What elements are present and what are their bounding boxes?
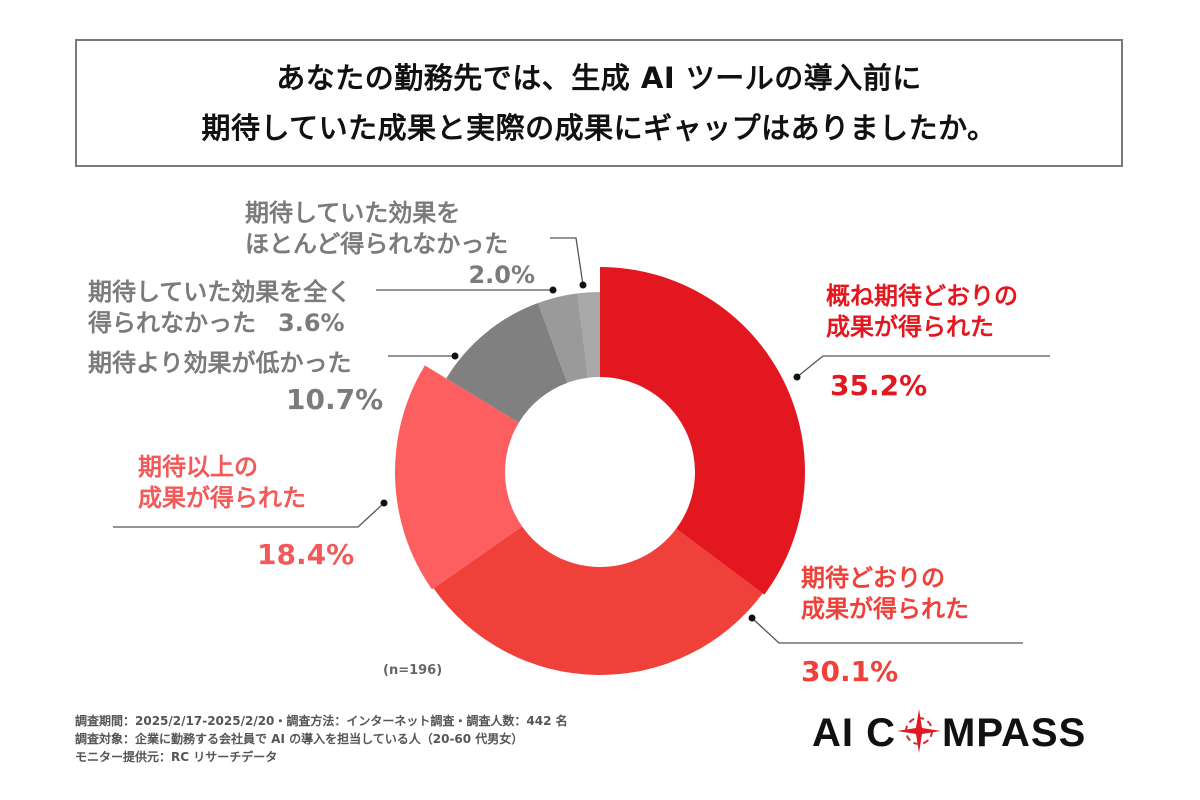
- label-s2-line2: 成果が得られた: [801, 595, 969, 623]
- pct-s3: 18.4%: [257, 538, 355, 571]
- title-line-2: 期待していた成果と実際の成果にギャップはありましたか。: [201, 111, 997, 145]
- label-s3-line1: 期待以上の: [138, 453, 258, 481]
- sample-size-note: (n=196): [383, 663, 443, 678]
- label-s6-line1: 期待していた効果を: [245, 199, 461, 227]
- donut-slice-6: [577, 292, 600, 378]
- donut-slice-2: [433, 526, 763, 675]
- donut-slices: [394, 267, 805, 675]
- leader-lines: [113, 237, 1050, 644]
- label-s5-line2: 得られなかった: [88, 309, 256, 337]
- footer-line-3: モニター提供元：RC リサーチデータ: [75, 750, 278, 764]
- logo-text-left: AI C: [812, 710, 896, 755]
- title-box: あなたの勤務先では、生成 AI ツールの導入前に 期待していた成果と実際の成果に…: [75, 39, 1123, 167]
- pct-s4: 10.7%: [286, 383, 384, 416]
- leader-dots: [380, 281, 801, 622]
- leader-line-s6: [550, 237, 584, 286]
- label-s5: 期待していた効果を全く 得られなかった 3.6%: [88, 277, 351, 339]
- leader-line-s2: [751, 617, 1023, 644]
- label-s2: 期待どおりの 成果が得られた: [801, 563, 969, 625]
- donut-slice-3: [394, 365, 523, 590]
- compass-icon: [897, 709, 941, 753]
- label-s3: 期待以上の 成果が得られた: [138, 452, 306, 514]
- logo-text-right: MPASS: [942, 710, 1087, 755]
- label-s1: 概ね期待どおりの 成果が得られた: [826, 281, 1018, 343]
- label-s6-line2: ほとんど得られなかった: [245, 230, 509, 258]
- title-line-1: あなたの勤務先では、生成 AI ツールの導入前に: [276, 61, 922, 95]
- ai-compass-logo: AI C MPASS: [812, 708, 1086, 758]
- leader-line-s1: [796, 355, 1050, 378]
- pct-s2: 30.1%: [801, 655, 899, 688]
- pct-s1: 35.2%: [830, 369, 928, 402]
- donut-slice-5: [537, 293, 589, 383]
- pct-s6: 2.0%: [468, 261, 535, 289]
- pct-s5: 3.6%: [278, 309, 345, 337]
- survey-footnote: 調査期間：2025/2/17-2025/2/20・調査方法：インターネット調査・…: [75, 712, 568, 766]
- label-s2-line1: 期待どおりの: [801, 564, 945, 592]
- label-s6: 期待していた効果を ほとんど得られなかった 2.0%: [245, 198, 535, 291]
- label-s5-line1: 期待していた効果を全く: [88, 278, 352, 306]
- label-s3-line2: 成果が得られた: [138, 484, 306, 512]
- label-s4: 期待より効果が低かった: [88, 349, 352, 377]
- leader-line-s3: [113, 502, 385, 528]
- footer-line-2: 調査対象：企業に勤務する会社員で AI の導入を担当している人（20-60 代男…: [75, 732, 524, 746]
- label-s1-line1: 概ね期待どおりの: [826, 282, 1018, 310]
- label-s1-line2: 成果が得られた: [826, 313, 994, 341]
- footer-line-1: 調査期間：2025/2/17-2025/2/20・調査方法：インターネット調査・…: [75, 714, 568, 728]
- donut-slice-1: [600, 267, 805, 595]
- label-s5-line2-row: 得られなかった 3.6%: [88, 308, 351, 339]
- donut-slice-4: [446, 303, 568, 423]
